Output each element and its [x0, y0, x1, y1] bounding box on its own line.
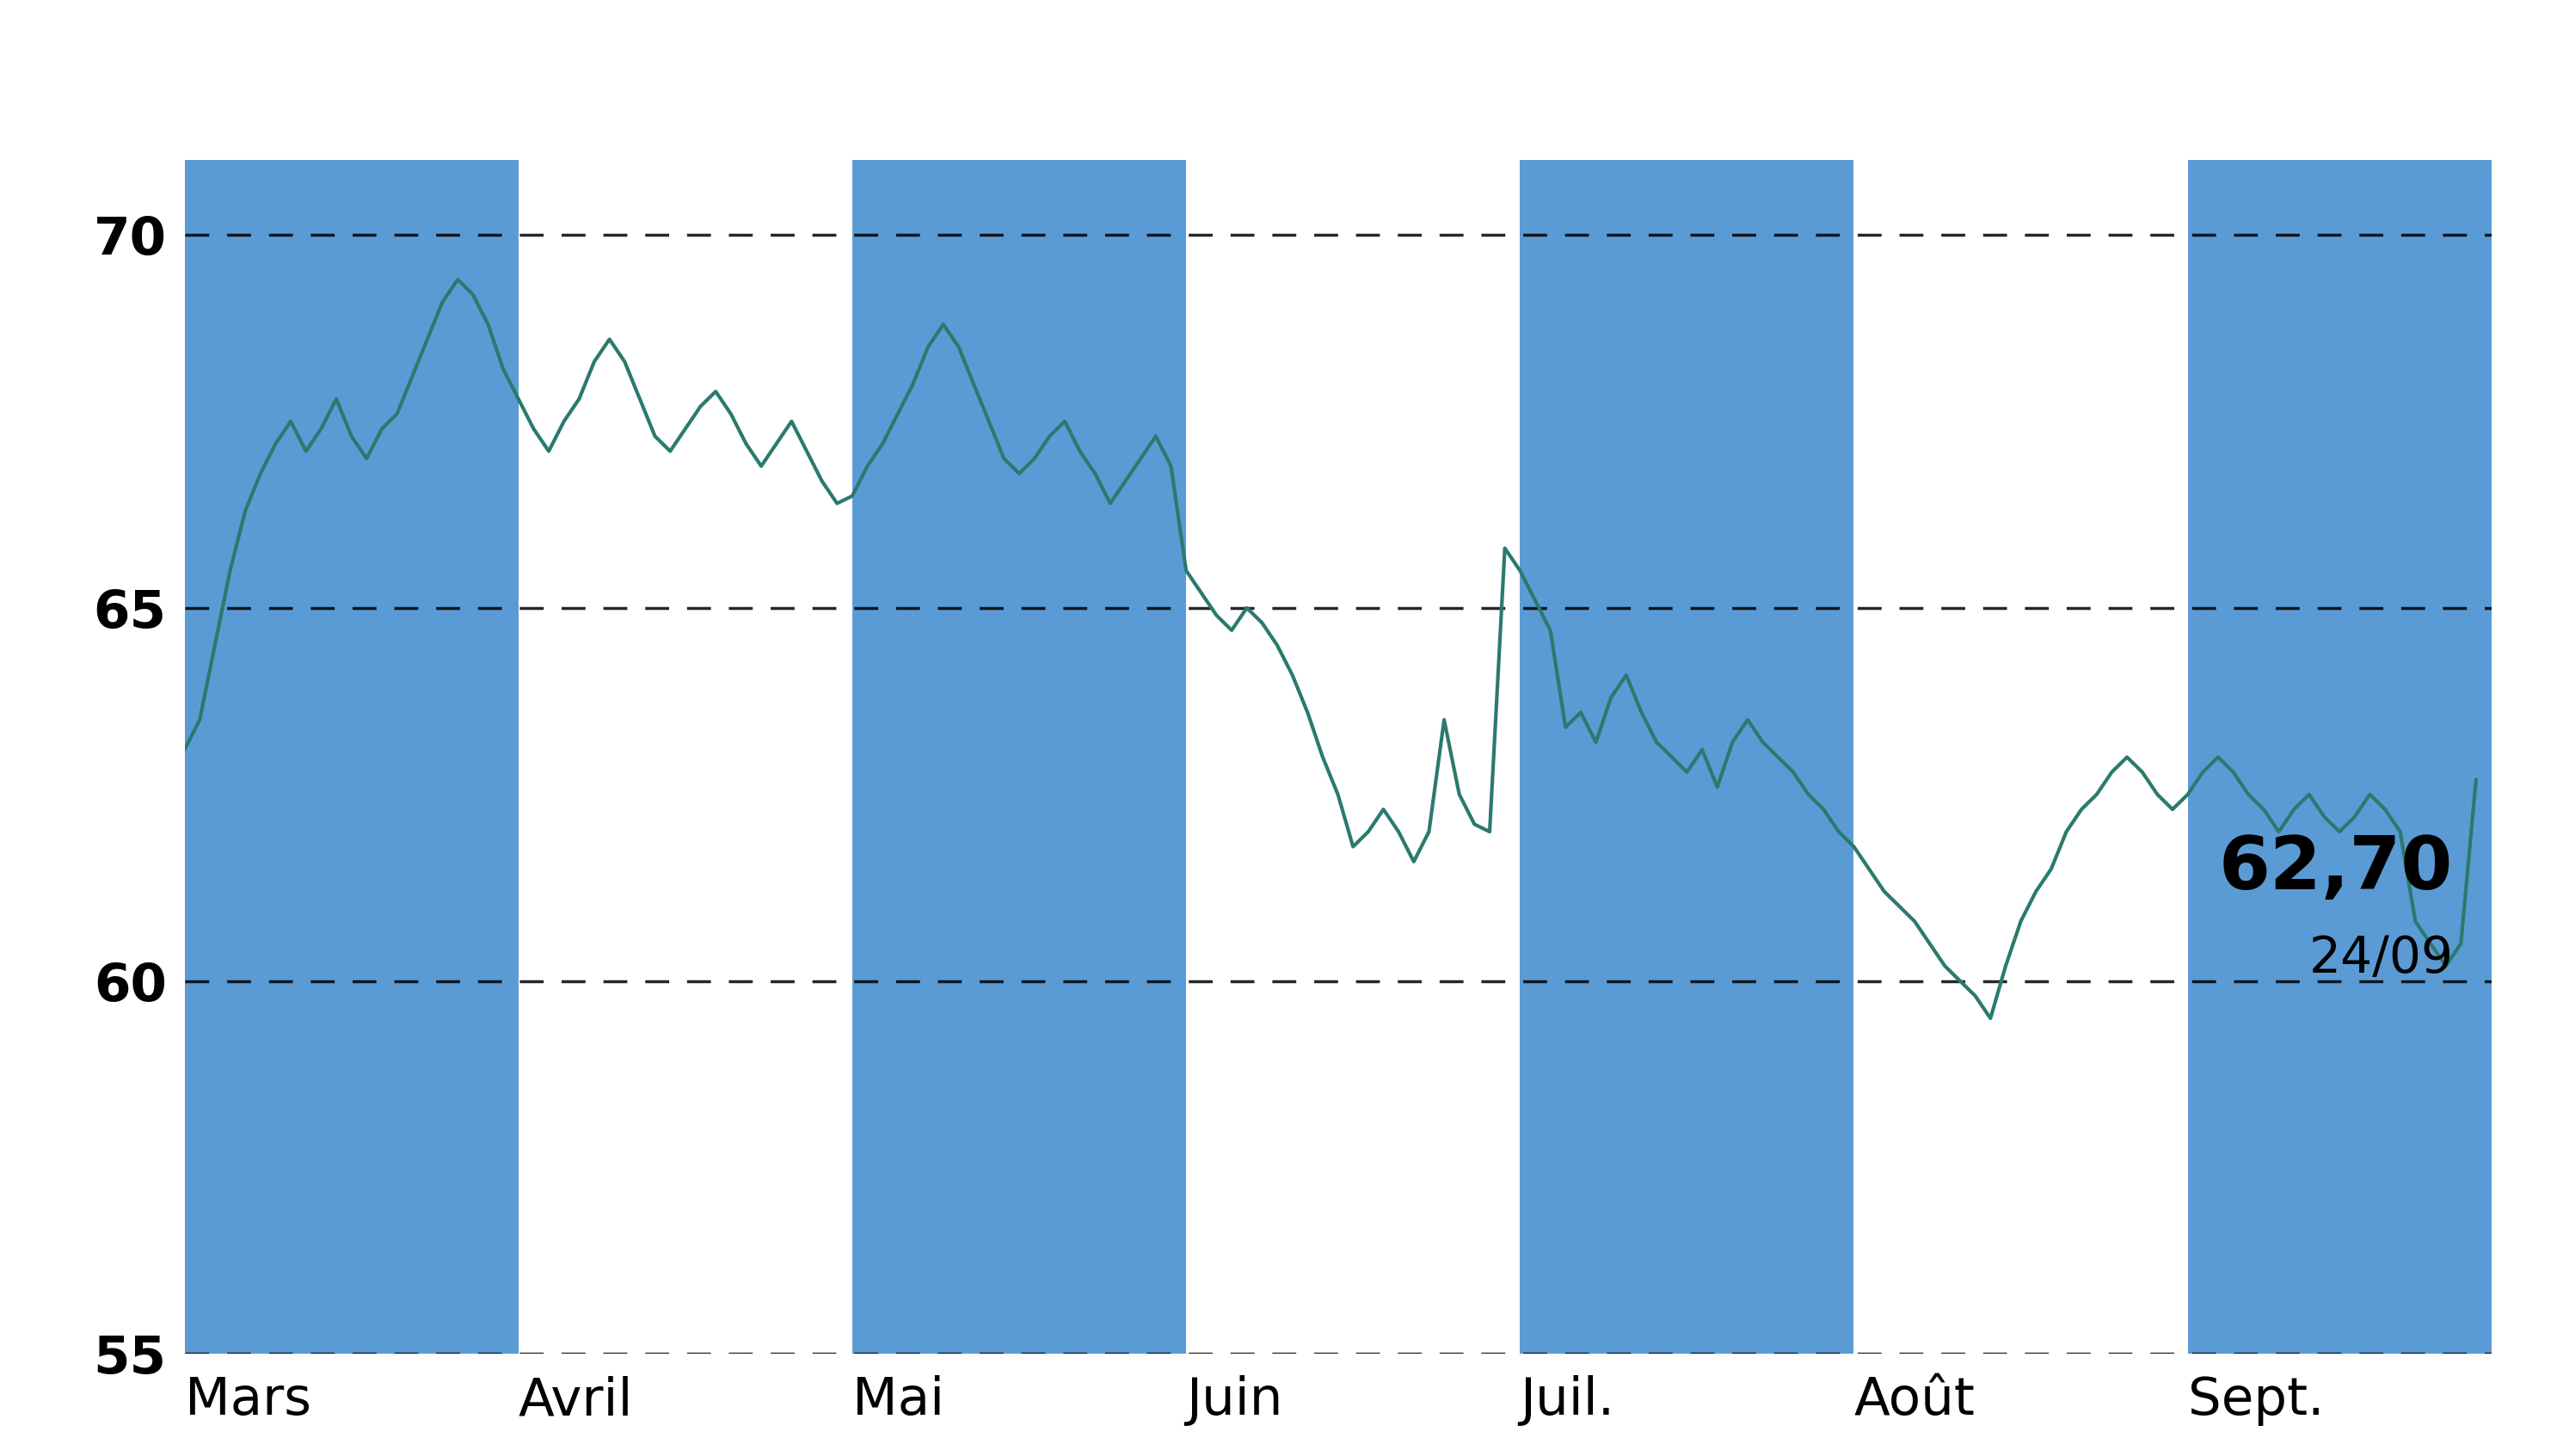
- Text: 24/09: 24/09: [2309, 935, 2453, 983]
- Bar: [185, 160, 518, 1354]
- Text: TOTALENERGIES: TOTALENERGIES: [682, 19, 1881, 149]
- Bar: [2189, 160, 2491, 1354]
- Bar: [1520, 160, 1853, 1354]
- Text: 62,70: 62,70: [2220, 833, 2453, 904]
- Bar: [853, 160, 1187, 1354]
